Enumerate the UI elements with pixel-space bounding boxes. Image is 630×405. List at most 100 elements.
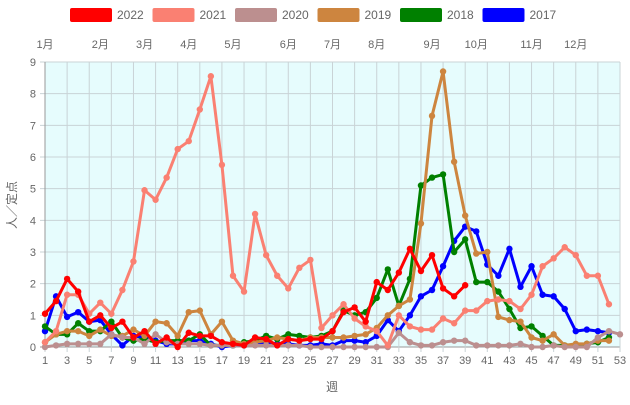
data-point-2021 [130,258,137,265]
y-tick-label: 9 [30,57,36,69]
data-point-2020 [528,343,535,351]
data-point-2021 [395,312,403,319]
data-point-2020 [351,343,358,351]
data-point-2022 [450,293,458,300]
data-point-2021 [262,251,270,259]
month-label: 12月 [564,39,587,51]
data-point-2020 [262,342,270,349]
data-point-2017 [528,263,535,270]
data-point-2021 [428,326,436,333]
data-point-2017 [495,272,502,279]
data-point-2021 [351,315,358,322]
data-point-2022 [318,335,325,343]
data-point-2021 [417,326,425,333]
series-line-2021 [43,74,611,347]
data-point-2022 [207,332,215,340]
data-point-2022 [307,335,314,343]
data-point-2019 [417,220,425,227]
month-label: 8月 [368,39,385,51]
data-point-2019 [539,337,546,344]
data-point-2022 [351,304,358,311]
data-point-2021 [605,301,613,308]
data-point-2021 [362,323,369,330]
data-point-2020 [506,342,513,349]
data-point-2020 [450,337,458,344]
data-point-2020 [583,343,591,351]
data-point-2017 [417,293,425,300]
data-point-2022 [384,286,391,294]
data-point-2019 [218,318,226,325]
data-point-2017 [63,313,71,321]
data-point-2019 [174,332,181,340]
data-point-2018 [484,278,491,286]
data-point-2020 [307,343,314,351]
x-tick-label: 39 [459,355,471,367]
data-point-2018 [473,278,480,286]
data-point-2022 [274,342,281,349]
data-point-2017 [506,245,513,253]
data-point-2019 [484,248,491,256]
data-point-2020 [550,342,557,349]
data-point-2019 [196,307,204,314]
data-point-2021 [119,286,126,294]
series-2021 [41,73,613,349]
data-point-2021 [63,291,71,298]
data-point-2020 [417,342,425,349]
data-point-2018 [428,174,436,181]
y-tick-label: 2 [30,279,36,291]
data-point-2022 [285,335,292,343]
data-point-2021 [594,272,602,279]
data-point-2021 [539,263,546,270]
data-point-2019 [163,320,170,327]
data-point-2020 [395,329,403,336]
data-point-2021 [583,272,591,279]
series-group [41,68,624,351]
data-point-2018 [450,248,458,256]
data-point-2020 [373,343,380,351]
data-point-2020 [86,340,93,348]
data-point-2021 [495,296,502,303]
data-point-2022 [63,275,71,283]
x-tick-label: 7 [108,355,114,367]
data-point-2021 [517,305,524,313]
data-point-2020 [340,343,347,351]
data-point-2017 [561,305,568,313]
x-tick-label: 5 [86,355,92,367]
month-label: 9月 [423,39,440,51]
legend-label-2020: 2020 [282,8,309,22]
data-point-2022 [119,318,126,325]
data-point-2021 [384,342,391,349]
legend-swatch-2022 [70,8,112,22]
data-point-2021 [484,297,491,305]
data-point-2022 [196,332,204,340]
data-point-2017 [439,263,447,270]
data-point-2020 [196,340,204,348]
data-point-2019 [384,312,391,319]
data-point-2022 [86,318,93,325]
legend-label-2019: 2019 [365,8,392,22]
data-point-2021 [274,272,281,279]
y-tick-label: 6 [30,152,36,164]
data-point-2021 [373,327,380,335]
data-point-2020 [318,343,325,351]
legend-label-2018: 2018 [447,8,474,22]
data-point-2019 [86,332,93,340]
data-point-2020 [572,343,579,351]
y-axis-label: 人／定点 [4,181,19,229]
data-point-2019 [130,326,137,333]
y-axis-ticks: 0 1 2 3 4 5 6 7 8 9 [30,57,36,354]
data-point-2022 [362,318,369,325]
data-point-2021 [340,301,347,308]
month-label: 11月 [520,39,542,51]
month-label: 3月 [136,39,153,51]
data-point-2019 [340,334,347,341]
data-point-2020 [74,340,82,348]
data-point-2019 [506,316,513,324]
data-point-2021 [196,106,204,113]
x-tick-label: 37 [437,355,449,367]
data-point-2019 [406,296,414,303]
x-tick-label: 49 [570,355,582,367]
data-point-2018 [417,182,425,189]
data-point-2022 [185,329,192,336]
legend-label-2022: 2022 [117,8,144,22]
